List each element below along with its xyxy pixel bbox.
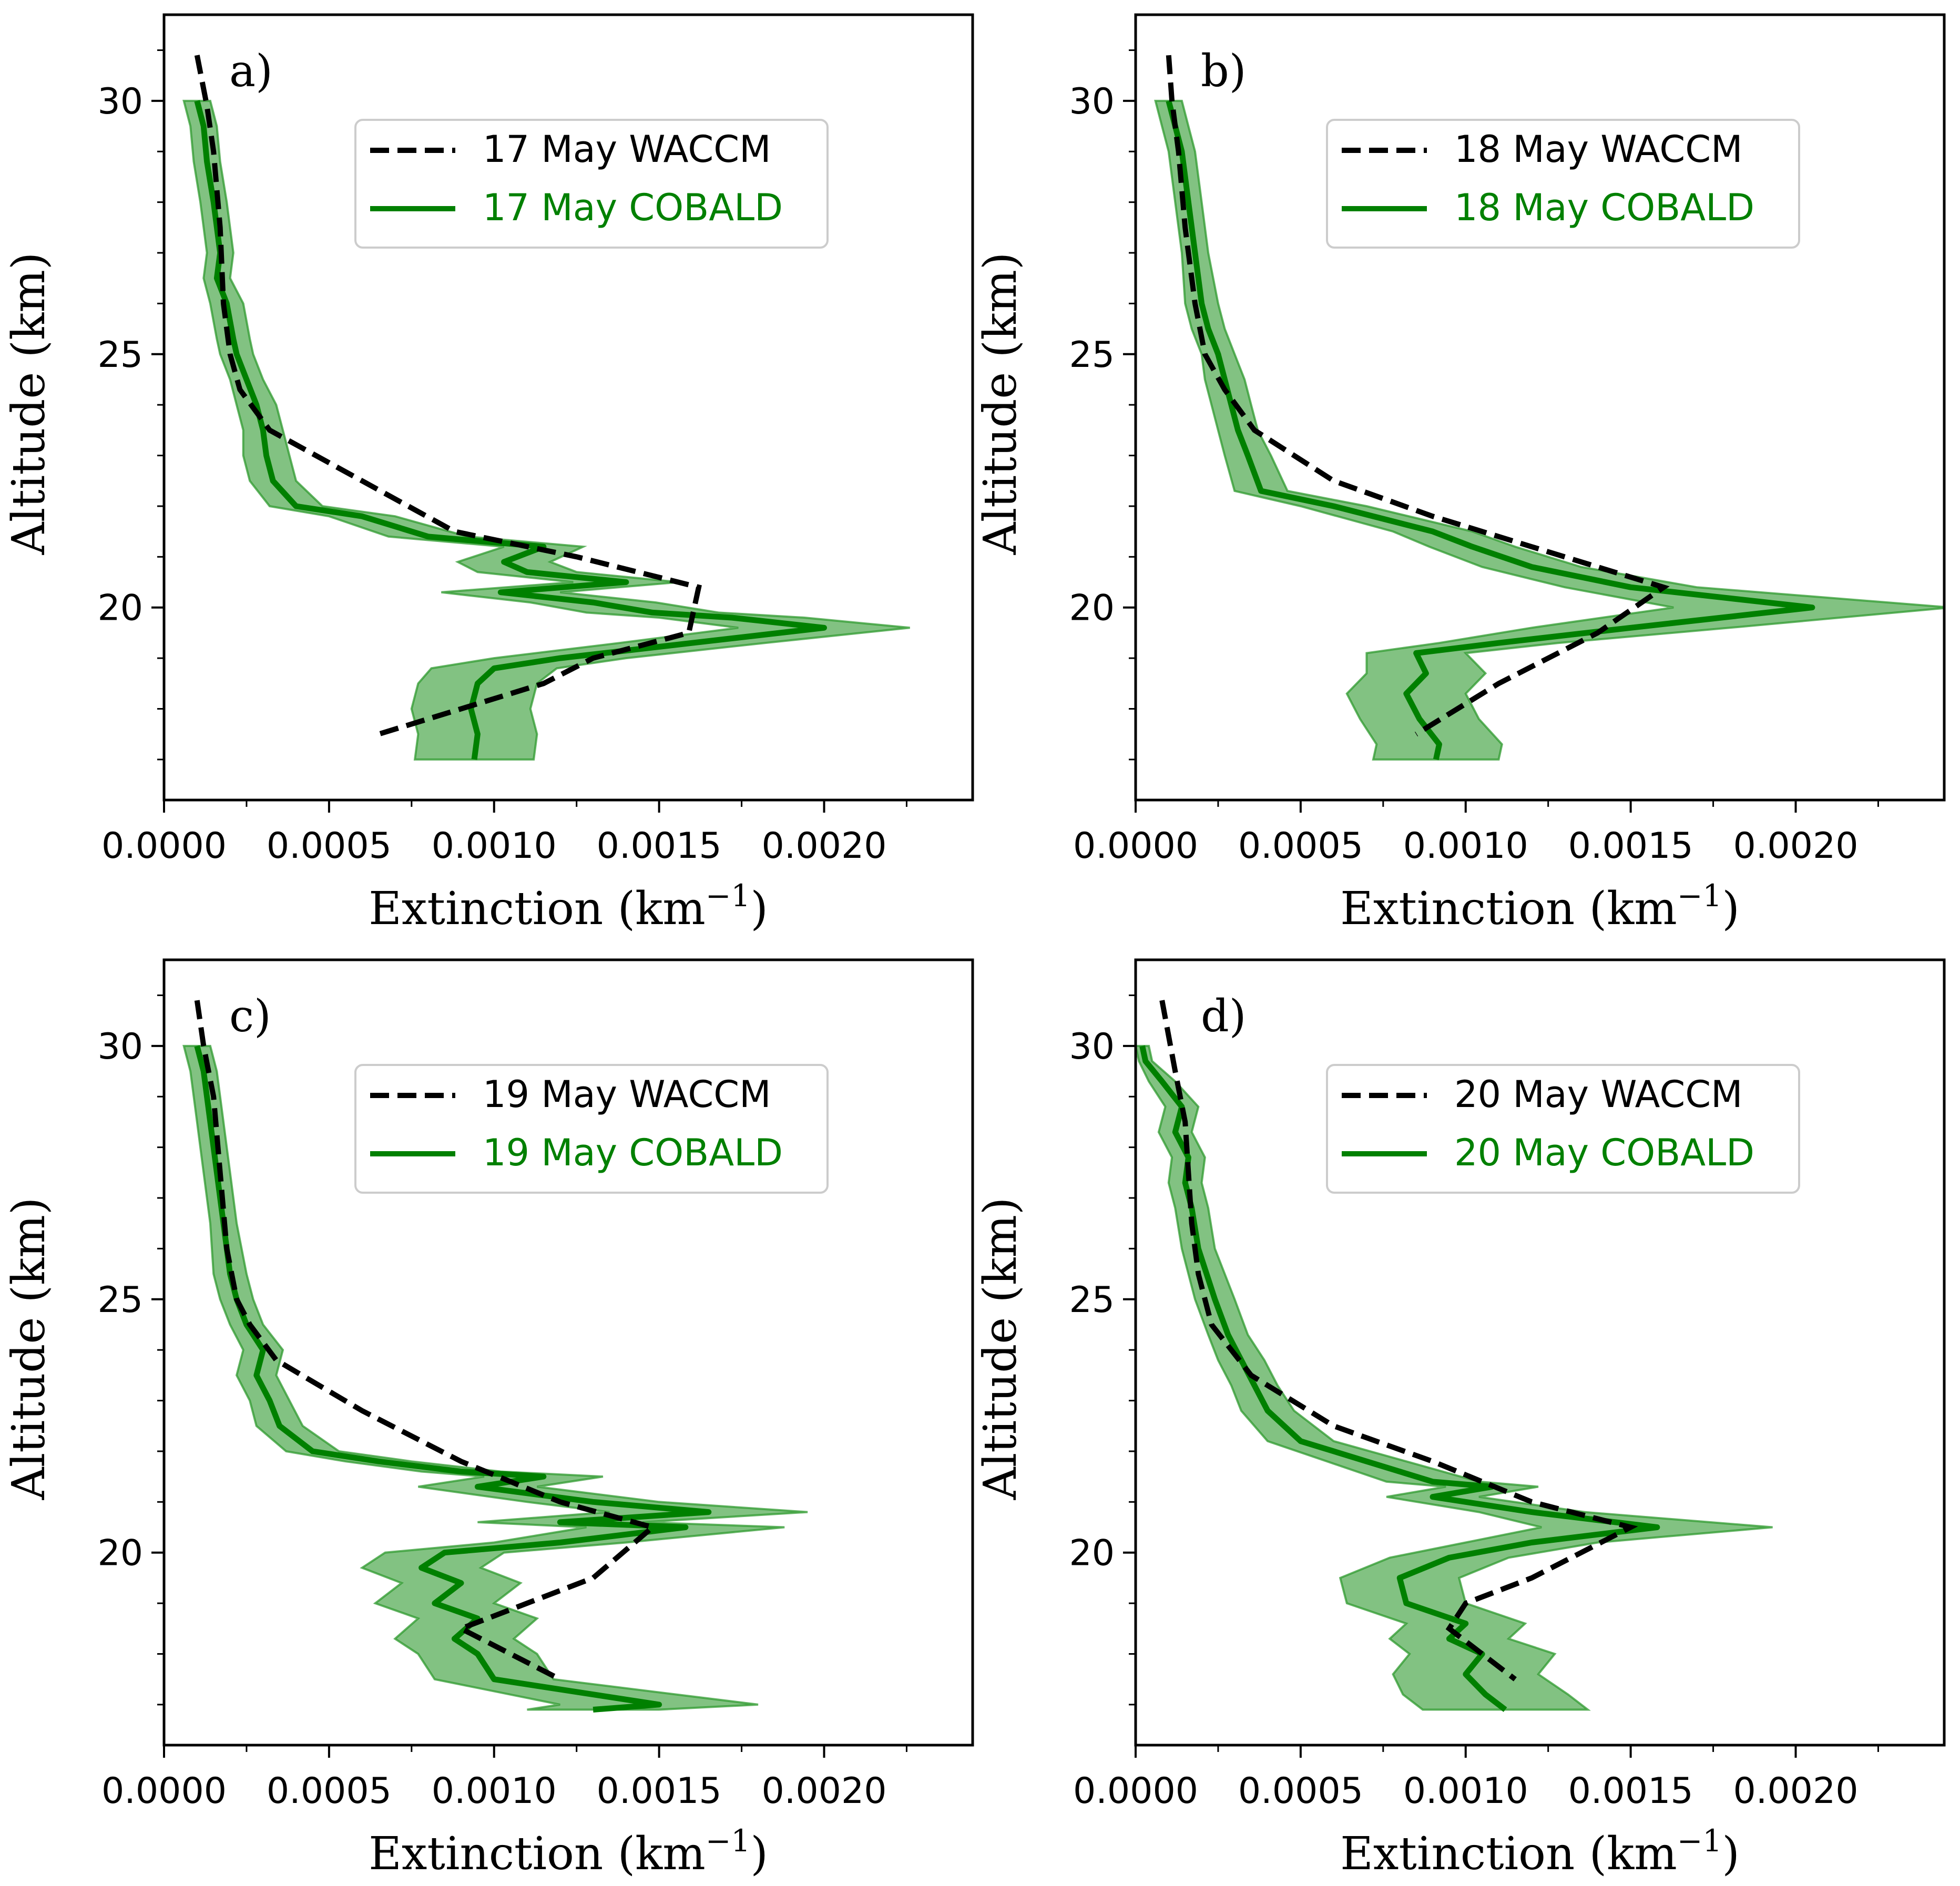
y-axis-label: Altitude (km): [3, 1197, 55, 1501]
y-tick-label: 30: [1069, 81, 1115, 122]
x-axis-label-main: Extinction (km: [369, 1828, 706, 1880]
cobald-uncertainty-band: [182, 99, 910, 761]
x-axis-label: Extinction (km−1): [1340, 878, 1740, 935]
y-tick-label: 30: [1069, 1026, 1115, 1068]
axes-frame: [1134, 13, 1946, 802]
legend-waccm-label: 18 May WACCM: [1454, 128, 1742, 171]
waccm-line: [194, 55, 702, 737]
x-tick-label: 0.0010: [432, 1770, 557, 1812]
x-tick-label: 0.0015: [597, 825, 722, 867]
waccm-line: [1159, 1000, 1638, 1682]
panel-3: 0.0000 0.0005 0.0010 0.0015 0.0020 20 25 30 Exti…: [3, 958, 974, 1880]
x-tick-label: 0.0005: [1238, 825, 1363, 867]
axes-frame: [1134, 958, 1946, 1747]
axes-frame: [162, 13, 974, 802]
panel-label: c): [229, 990, 271, 1042]
x-tick-label: 0.0000: [101, 825, 227, 867]
cobald-uncertainty-band: [1136, 1044, 1773, 1711]
legend-box: [354, 119, 829, 249]
y-tick-label: 25: [97, 1279, 143, 1321]
x-tick-label: 0.0015: [1568, 825, 1693, 867]
x-axis-label-main: Extinction (km: [1340, 1828, 1677, 1880]
legend: 17 May WACCM 17 May COBALD: [354, 119, 829, 249]
x-axis-label: Extinction (km−1): [1340, 1823, 1740, 1880]
x-tick-label: 0.0005: [267, 825, 392, 867]
x-tick-label: 0.0000: [1073, 825, 1198, 867]
x-tick-label: 0.0020: [762, 1770, 887, 1812]
y-axis-label: Altitude (km): [974, 252, 1027, 556]
legend-waccm-label: 20 May WACCM: [1454, 1073, 1742, 1116]
legend-box: [1326, 119, 1800, 249]
legend-box: [1326, 1064, 1800, 1194]
x-axis-label-close: ): [1722, 883, 1740, 935]
y-tick-label: 25: [97, 334, 143, 376]
x-axis-label-close: ): [750, 1828, 768, 1880]
legend-cobald-label: 17 May COBALD: [483, 186, 783, 229]
legend: 19 May WACCM 19 May COBALD: [354, 1064, 829, 1194]
y-tick-label: 30: [97, 81, 143, 122]
legend-cobald-label: 20 May COBALD: [1454, 1131, 1754, 1174]
x-tick-label: 0.0015: [1568, 1770, 1693, 1812]
x-axis-label-close: ): [1722, 1828, 1740, 1880]
panel-4: 0.0000 0.0005 0.0010 0.0015 0.0020 20 25 30 Exti…: [974, 958, 1946, 1880]
cobald-uncertainty-band: [1154, 99, 1944, 761]
panel-1: 0.0000 0.0005 0.0010 0.0015 0.0020 20 25 30 Exti…: [3, 13, 974, 935]
y-tick-label: 20: [1069, 588, 1115, 629]
cobald-line: [1166, 100, 1815, 761]
legend: 20 May WACCM 20 May COBALD: [1326, 1064, 1800, 1194]
x-axis-label-sup: −1: [706, 1823, 751, 1859]
legend-cobald-label: 19 May COBALD: [483, 1131, 783, 1174]
cobald-line: [1139, 1045, 1660, 1712]
y-tick-label: 20: [1069, 1533, 1115, 1574]
y-tick-label: 25: [1069, 1279, 1115, 1321]
x-tick-label: 0.0010: [432, 825, 557, 867]
x-tick-label: 0.0020: [1733, 1770, 1859, 1812]
y-tick-label: 30: [97, 1026, 143, 1068]
x-tick-label: 0.0020: [762, 825, 887, 867]
panel-label: a): [229, 45, 273, 97]
x-tick-label: 0.0000: [1073, 1770, 1198, 1812]
legend-waccm-label: 19 May WACCM: [483, 1073, 771, 1116]
y-tick-label: 20: [97, 1533, 143, 1574]
y-tick-label: 20: [97, 588, 143, 629]
waccm-line: [194, 1000, 658, 1682]
x-axis-label: Extinction (km−1): [369, 878, 768, 935]
y-tick-label: 25: [1069, 334, 1115, 376]
x-tick-label: 0.0000: [101, 1770, 227, 1812]
x-axis-label: Extinction (km−1): [369, 1823, 768, 1880]
waccm-line: [1166, 55, 1670, 736]
x-tick-label: 0.0010: [1403, 1770, 1528, 1812]
x-axis-label-sup: −1: [1677, 1823, 1722, 1859]
cobald-uncertainty-band: [182, 1044, 808, 1711]
x-axis-label-main: Extinction (km: [369, 883, 706, 935]
x-tick-label: 0.0005: [267, 1770, 392, 1812]
x-tick-label: 0.0020: [1733, 825, 1859, 867]
legend: 18 May WACCM 18 May COBALD: [1326, 119, 1800, 249]
panel-label: d): [1201, 990, 1247, 1042]
panel-label: b): [1201, 45, 1247, 97]
x-axis-label-sup: −1: [706, 878, 751, 914]
x-axis-label-close: ): [750, 883, 768, 935]
legend-waccm-label: 17 May WACCM: [483, 128, 771, 171]
x-tick-label: 0.0005: [1238, 1770, 1363, 1812]
y-axis-label: Altitude (km): [3, 252, 55, 556]
x-axis-label-sup: −1: [1677, 878, 1722, 914]
legend-cobald-label: 18 May COBALD: [1454, 186, 1754, 229]
legend-box: [354, 1064, 829, 1194]
y-axis-label: Altitude (km): [974, 1197, 1027, 1501]
panel-2: 0.0000 0.0005 0.0010 0.0015 0.0020 20 25 30 Exti…: [974, 13, 1946, 935]
x-tick-label: 0.0010: [1403, 825, 1528, 867]
axes-frame: [162, 958, 974, 1747]
x-axis-label-main: Extinction (km: [1340, 883, 1677, 935]
x-tick-label: 0.0015: [597, 1770, 722, 1812]
